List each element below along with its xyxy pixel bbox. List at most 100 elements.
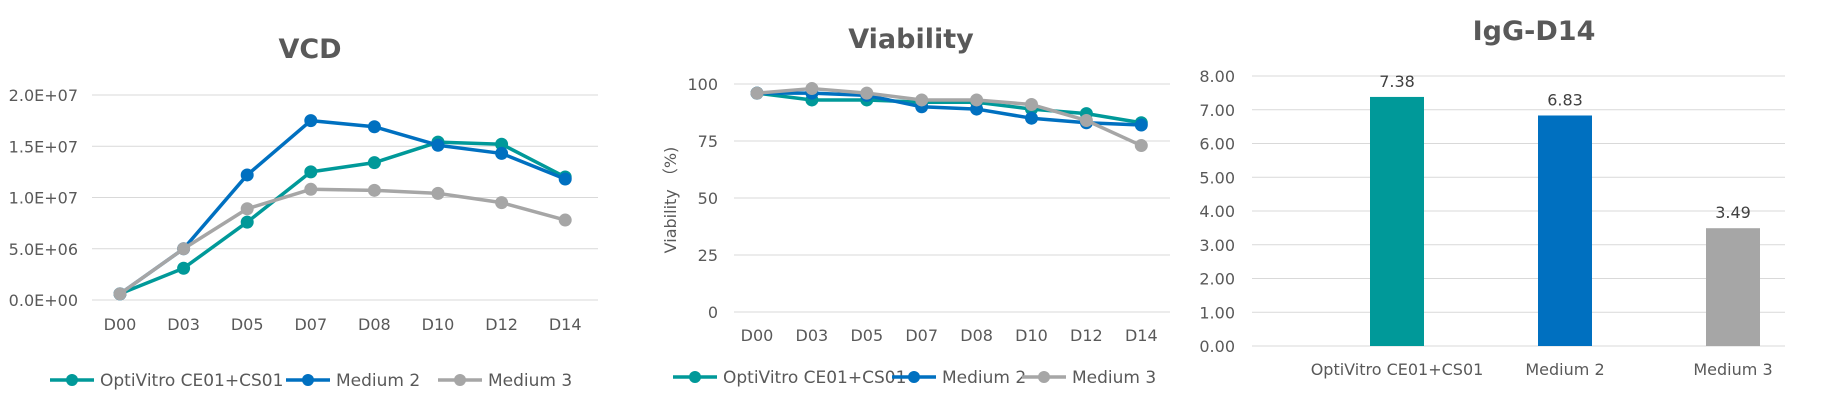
legend-item: Medium 3 [438,371,572,391]
y-tick-label: 5.0E+06 [9,240,78,259]
x-tick-label: D03 [796,326,829,345]
legend-label: Medium 2 [942,368,1026,388]
x-tick-label: D08 [358,315,391,334]
data-point [495,146,509,160]
data-point [750,86,764,100]
data-point [367,120,381,134]
x-tick-label: D12 [485,315,518,334]
legend-label: Medium 3 [1072,368,1156,388]
chart-2: IgG-D14 0.00 1.00 2.00 3.00 4.00 5.00 6.00 7.00 8… [1199,16,1785,379]
y-tick-label: 1.0E+07 [9,189,78,208]
x-tick-label: D10 [1015,326,1048,345]
x-tick-label: D00 [741,326,774,345]
data-point [1134,139,1148,153]
data-point [177,242,191,256]
chart-title: Viability [848,24,974,55]
y-tick-label: 1.5E+07 [9,137,78,156]
data-point [113,287,127,301]
data-point [970,93,984,107]
x-tick-label: D14 [549,315,582,334]
legend-item: Medium 3 [1022,368,1156,388]
legend-label: Medium 3 [488,371,572,391]
y-tick-label: 8.00 [1199,67,1235,86]
legend-marker [689,371,701,383]
data-point [367,156,381,170]
y-tick-label: 6.00 [1199,135,1235,154]
data-label: 3.49 [1715,203,1751,222]
legend-item: OptiVitro CE01+CS01 [50,371,283,391]
legend-item: Medium 2 [892,368,1026,388]
data-point [1025,98,1038,112]
x-tick-label: D00 [104,315,137,334]
data-point [1134,118,1148,132]
data-point [805,82,819,96]
legend-label: OptiVitro CE01+CS01 [100,371,283,391]
chart-1: Viability 0 25 50 75 100 Viability （%) D00 D03 D0… [661,24,1170,388]
legend-item: Medium 2 [286,371,420,391]
y-tick-label: 4.00 [1199,202,1235,221]
data-point [177,261,191,275]
chart-0: VCD 0.0E+00 5.0E+06 1.0E+07 1.5E+07 2.0E+07 D0… [9,34,598,391]
x-tick-label: OptiVitro CE01+CS01 [1311,360,1484,379]
x-tick-label: D03 [167,315,200,334]
x-tick-label: D12 [1070,326,1103,345]
x-tick-label: D05 [850,326,883,345]
y-tick-label: 3.00 [1199,236,1235,255]
data-label: 7.38 [1379,72,1415,91]
y-tick-label: 0.00 [1199,337,1235,356]
legend-label: Medium 2 [336,371,420,391]
series-0 [113,135,572,301]
y-tick-label: 75 [698,132,718,151]
legend-marker [908,371,920,383]
series-2 [113,182,572,301]
bar [1538,115,1592,346]
series-line [756,86,1143,148]
y-tick-label: 0 [708,303,718,322]
legend-item: OptiVitro CE01+CS01 [673,368,906,388]
data-point [431,186,445,200]
legend-marker [66,374,78,386]
chart-title: IgG-D14 [1473,16,1596,47]
x-tick-label: D07 [905,326,938,345]
x-tick-label: D10 [422,315,455,334]
data-point [860,86,874,100]
chart-title: VCD [278,34,341,65]
series-line [756,91,1142,125]
x-tick-label: Medium 3 [1693,360,1772,379]
data-point [304,114,318,128]
data-point [1025,111,1038,125]
series-line [757,91,1142,127]
data-point [367,183,381,197]
data-label: 6.83 [1547,90,1583,109]
y-tick-label: 5.00 [1199,168,1235,187]
legend-marker [454,374,466,386]
y-tick-label: 2.0E+07 [9,86,78,105]
data-point [431,138,445,152]
legend-marker [1038,371,1050,383]
data-point [304,182,318,196]
bar [1370,96,1424,346]
data-point [1079,113,1093,127]
series-line [118,118,566,296]
data-point [495,196,509,210]
series-2 [750,82,1148,153]
x-tick-label: Medium 2 [1525,360,1604,379]
data-point [304,165,318,179]
data-point [558,172,572,186]
data-point [240,168,254,182]
data-point [558,213,572,227]
y-tick-label: 2.00 [1199,270,1235,289]
series-line [118,187,566,296]
x-tick-label: D08 [960,326,993,345]
bar [1706,228,1760,346]
y-axis-label: Viability （%) [661,147,680,254]
legend-marker [302,374,314,386]
legend-label: OptiVitro CE01+CS01 [723,368,906,388]
y-tick-label: 50 [698,189,718,208]
series-line [119,140,567,296]
y-tick-label: 25 [698,246,718,265]
y-tick-label: 7.00 [1199,101,1235,120]
data-point [240,202,254,216]
